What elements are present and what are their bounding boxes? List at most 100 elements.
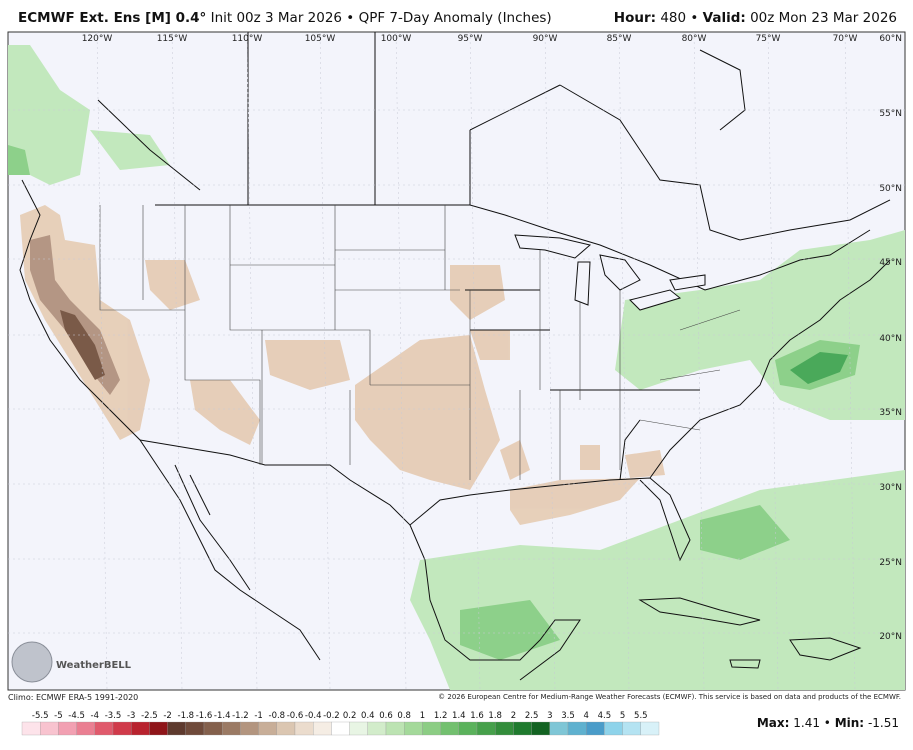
max-min: Max: 1.41 • Min: -1.51 [757, 716, 899, 730]
lon-label: 85°W [607, 34, 632, 44]
colorbar-label: -2.5 [141, 711, 158, 721]
boundaries [19, 32, 891, 681]
graticule: 120°W 115°W 110°W 105°W 100°W 95°W 90°W 85°W 80°… [8, 31, 905, 691]
lon-label: 70°W [833, 34, 858, 44]
colorbar-label: 1.2 [434, 711, 448, 721]
colorbar-label: -0.4 [305, 711, 322, 721]
colorbar-swatch [58, 721, 77, 736]
lon-label: 110°W [232, 34, 263, 44]
lat-label: 50°N [879, 184, 902, 194]
colorbar-label: 0.2 [343, 711, 357, 721]
colorbar-label: -0.2 [323, 711, 340, 721]
colorbar-label: 1.4 [452, 711, 466, 721]
colorbar-label: -3 [127, 711, 135, 721]
lat-label: 25°N [879, 558, 902, 568]
wet-anomaly-strong [790, 352, 848, 384]
valid-label: Valid: [702, 10, 746, 26]
lon-label: 100°W [381, 34, 412, 44]
colorbar-label: 5 [620, 711, 625, 721]
colorbar-label: 4 [583, 711, 588, 721]
climo: Climo: ECMWF ERA-5 1991-2020 [8, 693, 139, 702]
lat-label: 35°N [879, 408, 902, 418]
colorbar-swatch [549, 721, 569, 736]
min-label: Min: [834, 716, 865, 730]
logo-text: WeatherBELL [56, 660, 132, 671]
colorbar-swatch [385, 721, 405, 736]
colorbar: -5.5 -5 -4.5 -4 -3.5 -3 -2.5 -2 -1.8 -1.6 -1.4 -1.2… [21, 711, 660, 736]
lat-label: 45°N [879, 258, 902, 268]
lon-label: 95°W [458, 34, 483, 44]
colorbar-label: -0.8 [269, 711, 286, 721]
colorbar-swatch [185, 721, 205, 736]
max-label: Max: [756, 716, 790, 730]
colorbar-swatch [440, 721, 459, 736]
header-left: ECMWF Ext. Ens [M] 0.4° Init 00z 3 Mar 2… [18, 10, 552, 26]
colorbar-label: -5.5 [32, 711, 49, 721]
colorbar-label: -5 [54, 711, 62, 721]
colorbar-swatch [640, 721, 660, 736]
colorbar-label: 0.8 [397, 711, 411, 721]
lon-label: 105°W [305, 34, 336, 44]
copyright: © 2026 European Centre for Medium-Range … [438, 693, 901, 701]
min: -1.51 [867, 716, 899, 730]
state-lines [99, 205, 741, 480]
logo: WeatherBELL [11, 641, 132, 683]
colorbar-swatch [294, 721, 314, 736]
colorbar-swatch [422, 721, 441, 736]
colorbar-label: -4.5 [68, 711, 85, 721]
colorbar-swatch [513, 721, 532, 736]
colorbar-label: -0.6 [287, 711, 304, 721]
colorbar-label: 2.5 [525, 711, 539, 721]
colorbar-swatch [240, 721, 259, 736]
colorbar-label: -4 [91, 711, 99, 721]
colorbar-swatch [149, 721, 168, 736]
colorbar-swatch [367, 721, 387, 736]
description: Init 00z 3 Mar 2026 • QPF 7-Day Anomaly … [210, 10, 552, 26]
lon-label: 75°W [756, 34, 781, 44]
colorbar-swatch [203, 721, 223, 736]
colorbar-swatch [531, 721, 550, 736]
colorbar-swatch [604, 721, 623, 736]
islands [638, 597, 862, 669]
colorbar-label: 0.4 [361, 711, 375, 721]
colorbar-label: 1.6 [470, 711, 484, 721]
colorbar-label: 3.5 [561, 711, 575, 721]
header-right: Hour: 480 • Valid: 00z Mon 23 Mar 2026 [614, 10, 897, 26]
colorbar-label: -1.2 [232, 711, 249, 721]
colorbar-label: 1 [420, 711, 425, 721]
colorbar-label: 2 [511, 711, 516, 721]
lon-label: 120°W [82, 34, 113, 44]
colorbar-swatch [567, 721, 587, 736]
hour: 480 • [660, 10, 699, 26]
colorbar-swatch [476, 721, 496, 736]
colorbar-swatch [40, 721, 59, 736]
model: ECMWF Ext. Ens [M] 0.4° [18, 10, 207, 26]
valid: 00z Mon 23 Mar 2026 [750, 10, 897, 26]
colorbar-swatch [313, 721, 332, 736]
colorbar-label: 5.5 [634, 711, 648, 721]
hour-label: Hour: [613, 10, 657, 26]
max: 1.41 • [793, 716, 831, 730]
colorbar-swatch [458, 721, 478, 736]
colorbar-swatch [404, 721, 423, 736]
colorbar-swatch [94, 721, 114, 736]
lat-label: 55°N [879, 109, 902, 119]
colorbar-swatch [331, 721, 350, 736]
colorbar-swatch [222, 721, 241, 736]
lon-label: 115°W [157, 34, 188, 44]
colorbar-swatch [112, 721, 132, 736]
colorbar-label: -1 [254, 711, 262, 721]
lat-label: 40°N [879, 334, 902, 344]
lat-label: 30°N [879, 483, 902, 493]
colorbar-label: 0.6 [379, 711, 393, 721]
colorbar-swatch [167, 721, 186, 736]
colorbar-swatch [622, 721, 641, 736]
colorbar-label: 3 [547, 711, 552, 721]
colorbar-label: -1.4 [214, 711, 231, 721]
lon-label: 80°W [682, 34, 707, 44]
colorbar-swatch [76, 721, 95, 736]
colorbar-swatch [586, 721, 605, 736]
colorbar-swatch [258, 721, 277, 736]
colorbar-label: -3.5 [105, 711, 122, 721]
